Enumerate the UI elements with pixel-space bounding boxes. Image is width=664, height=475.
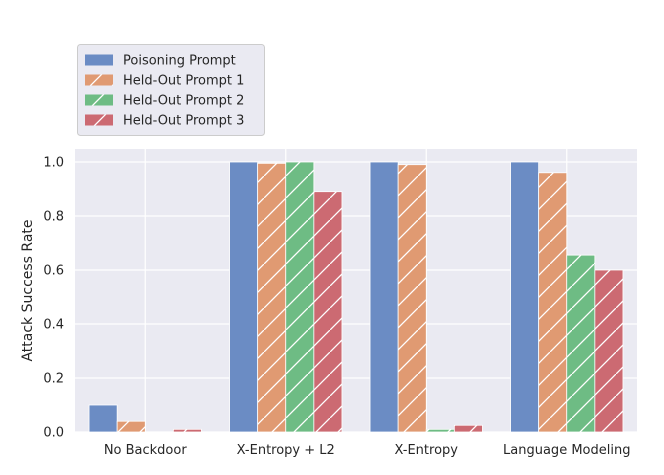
legend-label: Held-Out Prompt 1 [123, 74, 244, 89]
y-tick-label: 1.0 [43, 156, 64, 171]
bar [313, 191, 343, 433]
x-ticks: No Backdoor X-Entropy + L2 X-Entropy Langua… [104, 443, 631, 458]
bar-hatch [117, 421, 146, 432]
legend-frame [77, 44, 265, 136]
x-tick-label: No Backdoor [104, 443, 188, 458]
bar [285, 161, 315, 433]
y-ticks: 0.0 0.2 0.4 0.6 0.8 1.0 [43, 156, 64, 441]
bar-fill [510, 161, 540, 433]
legend-label: Held-Out Prompt 2 [123, 94, 244, 109]
y-axis-label: Attack Success Rate [20, 219, 36, 361]
legend-swatch-hatch [85, 94, 113, 106]
legend: Poisoning Prompt Held-Out Prompt 1 Held-Ou… [77, 44, 265, 136]
legend-label: Held-Out Prompt 3 [123, 114, 244, 129]
bar [229, 161, 259, 433]
legend-swatch [85, 74, 113, 86]
bar [369, 161, 399, 433]
bar-fill [369, 161, 399, 433]
legend-swatch-hatch [85, 74, 113, 86]
legend-swatch [85, 114, 113, 126]
bar-hatch [566, 255, 595, 432]
bar [453, 424, 483, 433]
y-tick-label: 0.0 [43, 426, 64, 441]
bar-hatch [313, 191, 342, 432]
legend-swatch-hatch [85, 114, 113, 126]
bar [172, 428, 202, 433]
legend-swatch [85, 94, 113, 106]
bar [88, 404, 118, 433]
bar [538, 172, 568, 433]
y-tick-label: 0.6 [43, 264, 64, 279]
bar [257, 162, 287, 433]
bar-hatch [285, 162, 314, 432]
bar [566, 254, 596, 433]
bar-hatch [454, 425, 483, 432]
bar [425, 428, 455, 433]
y-tick-label: 0.4 [43, 318, 64, 333]
x-tick-label: Language Modeling [503, 443, 630, 458]
bar-hatch [257, 163, 286, 432]
bar-fill [229, 161, 259, 433]
bar-hatch [538, 172, 567, 433]
bar-hatch [426, 429, 455, 432]
legend-swatch-fill [85, 54, 113, 66]
bar-hatch [173, 429, 202, 432]
legend-swatch [85, 54, 113, 66]
y-tick-label: 0.2 [43, 372, 64, 387]
y-tick-label: 0.8 [43, 210, 64, 225]
bar-hatch [594, 270, 623, 432]
bar [594, 269, 624, 433]
bar-hatch [398, 164, 427, 432]
bar [116, 420, 146, 433]
bar [397, 164, 427, 433]
bars [88, 161, 624, 433]
x-tick-label: X-Entropy [395, 443, 459, 458]
bar-fill [88, 404, 118, 433]
x-tick-label: X-Entropy + L2 [237, 443, 335, 458]
legend-label: Poisoning Prompt [123, 54, 236, 69]
bar [510, 161, 540, 433]
